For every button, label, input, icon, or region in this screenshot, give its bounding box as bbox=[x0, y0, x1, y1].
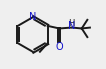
Text: H: H bbox=[68, 19, 75, 28]
Text: N: N bbox=[68, 21, 75, 31]
Text: N: N bbox=[29, 12, 36, 22]
Text: O: O bbox=[56, 42, 63, 52]
